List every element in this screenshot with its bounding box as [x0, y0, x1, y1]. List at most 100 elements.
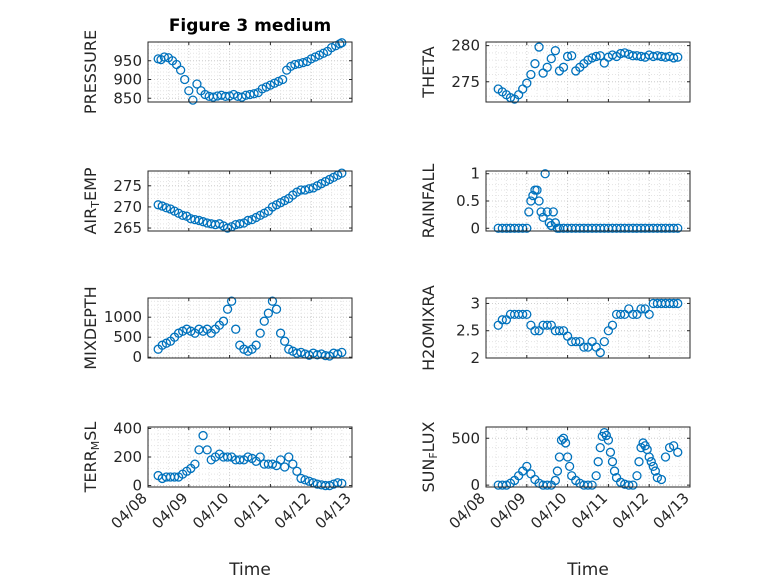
- data-point: [194, 215, 204, 226]
- x-tick-label: 04/12: [271, 489, 314, 532]
- data-point: [628, 309, 638, 320]
- data-point: [522, 223, 532, 233]
- axes-box: [147, 170, 353, 232]
- x-axis-label: Time: [228, 560, 271, 580]
- data-point: [190, 459, 200, 469]
- data-point: [567, 51, 577, 61]
- data-point: [337, 347, 347, 358]
- data-point: [546, 53, 556, 64]
- data-point: [280, 336, 290, 346]
- y-axis-label-part: THETA: [419, 46, 438, 98]
- data-point: [267, 296, 278, 306]
- data-point: [644, 452, 654, 462]
- data-point: [288, 459, 298, 469]
- data-point: [284, 452, 294, 462]
- data-point: [202, 445, 212, 455]
- data-point: [294, 59, 304, 69]
- data-point: [669, 441, 679, 451]
- data-point: [615, 309, 626, 320]
- axes-box: [485, 426, 691, 488]
- y-axis-label-part: M: [89, 441, 102, 451]
- y-axis-label: PRESSURE: [81, 30, 100, 114]
- data-point: [198, 217, 208, 227]
- data-point: [673, 52, 683, 62]
- data-point: [222, 304, 233, 314]
- y-tick-label: 850: [113, 89, 142, 107]
- y-tick-label: 270: [113, 198, 142, 216]
- data-point: [324, 480, 335, 491]
- data-point: [298, 57, 308, 68]
- data-point: [280, 462, 290, 472]
- data-point: [564, 461, 575, 472]
- data-point: [542, 207, 552, 217]
- data-point: [620, 48, 630, 58]
- data-point: [628, 480, 638, 490]
- data-point: [267, 459, 278, 469]
- data-point: [636, 304, 646, 314]
- data-point: [190, 214, 200, 225]
- y-tick-label: 200: [113, 448, 142, 466]
- data-point: [304, 184, 314, 194]
- data-point: [591, 51, 601, 62]
- y-tick-label: 950: [113, 52, 142, 70]
- data-point: [560, 438, 571, 448]
- subplot-6: 2 2.5 3 H2OMIXRA: [419, 285, 691, 371]
- data-point: [522, 78, 532, 88]
- data-point: [558, 433, 569, 443]
- data-point: [524, 207, 534, 217]
- data-point: [562, 452, 573, 462]
- data-point: [159, 52, 169, 62]
- y-axis-label-part: MIXDEPTH: [81, 286, 100, 369]
- axes-box: [485, 41, 691, 103]
- data-point: [157, 201, 167, 211]
- data-point: [673, 298, 683, 309]
- data-point: [603, 435, 614, 445]
- data-point: [673, 447, 683, 457]
- y-tick-label: 1000: [104, 308, 142, 326]
- y-axis-label-part: AIR: [81, 208, 100, 235]
- data-point: [235, 455, 245, 465]
- data-point: [587, 480, 597, 490]
- y-tick-label: 900: [113, 71, 142, 89]
- data-point: [243, 452, 253, 462]
- data-point: [335, 39, 345, 49]
- data-point: [169, 472, 180, 482]
- y-tick-label: 2.5: [456, 322, 480, 340]
- x-axis-label: Time: [566, 560, 609, 580]
- data-point: [184, 86, 194, 96]
- data-point: [522, 309, 532, 320]
- y-axis-label: AIRTEMP: [81, 167, 102, 234]
- data-point: [646, 457, 656, 467]
- data-point: [644, 309, 654, 320]
- data-point: [550, 46, 561, 56]
- data-point: [231, 324, 241, 334]
- x-tick-label: 04/11: [230, 489, 273, 532]
- data-point: [648, 461, 658, 472]
- axes-box: [147, 41, 353, 103]
- y-axis-label-part: SL: [81, 422, 100, 441]
- subplot-4: 0 0.5 1 RAINFALL: [419, 164, 691, 238]
- data-point: [595, 442, 605, 453]
- data-point: [530, 326, 540, 336]
- y-tick-label: 2: [470, 349, 480, 367]
- x-tick-label: 04/13: [650, 489, 693, 532]
- x-tick-label: 04/08: [108, 489, 151, 532]
- data-point: [534, 196, 544, 206]
- data-point: [548, 207, 558, 217]
- data-point: [300, 185, 310, 195]
- data-point: [296, 347, 306, 358]
- data-point: [296, 473, 306, 484]
- y-axis-label-part: PRESSURE: [81, 30, 100, 114]
- data-point: [558, 62, 569, 72]
- data-point: [249, 89, 259, 99]
- data-point: [542, 480, 552, 490]
- data-point: [271, 304, 282, 314]
- data-point: [656, 474, 667, 485]
- y-axis-label: SUNFLUX: [419, 421, 440, 492]
- y-tick-label: 3: [470, 294, 480, 312]
- data-point: [669, 298, 679, 309]
- data-point: [540, 169, 550, 179]
- data-point: [337, 38, 347, 48]
